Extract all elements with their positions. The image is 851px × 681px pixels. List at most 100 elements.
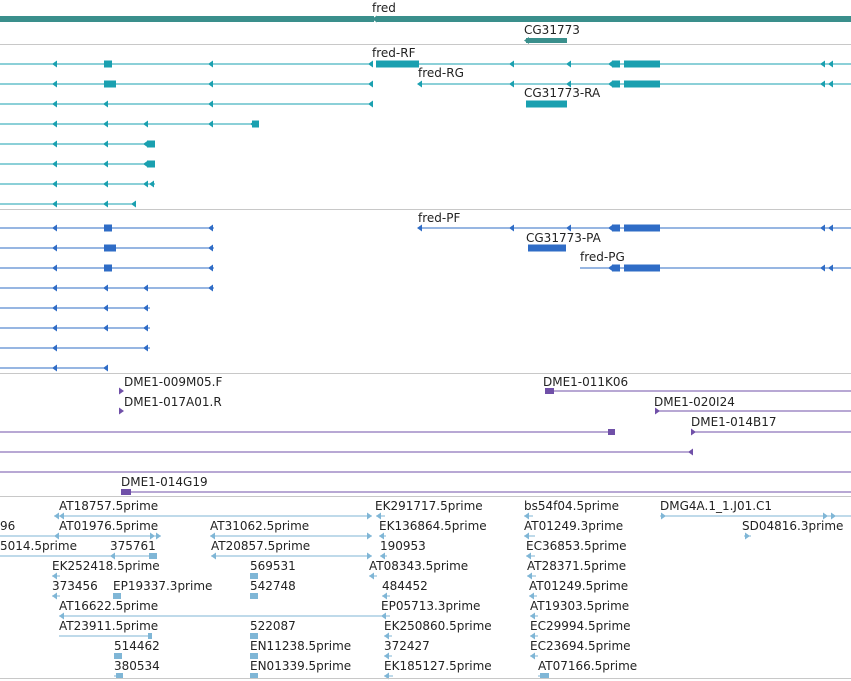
est-label[interactable]: AT19303.5prime [530, 599, 630, 613]
exon-arrow [52, 120, 57, 128]
est-label[interactable]: AT01249.5prime [529, 579, 629, 593]
exon-block [104, 80, 116, 88]
est-arrow [530, 632, 535, 640]
est-arrow [52, 572, 57, 580]
est-label[interactable]: AT31062.5prime [210, 519, 310, 533]
est-label[interactable]: 373456 [52, 579, 98, 593]
clone-label-dme1-017a01[interactable]: DME1-017A01.R [124, 395, 222, 409]
est-label[interactable]: 96 [0, 519, 16, 533]
exon-arrow [52, 284, 57, 292]
est-label[interactable]: 375761 [110, 539, 156, 553]
clone-label-dme1-009m05[interactable]: DME1-009M05.F [124, 375, 223, 389]
exon-arrow [509, 224, 514, 232]
protein-label-fred-pg[interactable]: fred-PG [580, 250, 625, 264]
clone-label-dme1-011k06[interactable]: DME1-011K06 [543, 375, 629, 389]
est-block [250, 633, 258, 639]
est-label[interactable]: 514462 [114, 639, 160, 653]
est-label[interactable]: AT16622.5prime [59, 599, 159, 613]
transcript-label-fred-rf[interactable]: fred-RF [372, 46, 416, 60]
est-label[interactable]: AT18757.5prime [59, 499, 159, 513]
gene-bar-fred [377, 16, 851, 22]
est-label[interactable]: AT01976.5prime [59, 519, 159, 533]
est-arrow [210, 532, 215, 540]
exon-arrow [52, 324, 57, 332]
est-label[interactable]: EC29994.5prime [530, 619, 631, 633]
gene-arrow [372, 15, 377, 23]
est-label[interactable]: EK185127.5prime [384, 659, 492, 673]
est-label[interactable]: AT23911.5prime [59, 619, 159, 633]
clone-label-dme1-014b17[interactable]: DME1-014B17 [691, 415, 777, 429]
exon-arrow [143, 304, 148, 312]
exon-arrow [52, 80, 57, 88]
clone-block [545, 388, 554, 394]
est-label[interactable]: bs54f04.5prime [524, 499, 620, 513]
track-divider [0, 678, 851, 679]
est-label[interactable]: 484452 [382, 579, 428, 593]
est-label[interactable]: 372427 [384, 639, 430, 653]
transcript-label-cg31773-ra[interactable]: CG31773-RA [524, 86, 601, 100]
est-label[interactable]: EN11238.5prime [250, 639, 352, 653]
gene-label-fred[interactable]: fred [372, 1, 396, 15]
est-label[interactable]: DMG4A.1_1.J01.C1 [660, 499, 773, 513]
protein-label-cg31773-pa[interactable]: CG31773-PA [526, 231, 601, 245]
est-label[interactable]: EK291717.5prime [375, 499, 483, 513]
est-label[interactable]: 380534 [114, 659, 160, 673]
exon-arrow [103, 100, 108, 108]
est-label[interactable]: EN01339.5prime [250, 659, 352, 673]
est-block [540, 673, 549, 679]
est-arrow [384, 652, 389, 660]
est-block [250, 653, 258, 659]
est-arrow [211, 552, 216, 560]
clone-label-dme1-014g19[interactable]: DME1-014G19 [121, 475, 208, 489]
est-label[interactable]: AT28371.5prime [527, 559, 627, 573]
est-arrow [530, 612, 535, 620]
est-arrow [745, 532, 750, 540]
est-arrow [156, 532, 161, 540]
est-label[interactable]: EK252418.5prime [52, 559, 160, 573]
exon-arrow [828, 224, 833, 232]
exon-arrow [417, 80, 422, 88]
exon-arrow [143, 160, 148, 168]
est-label[interactable]: EK250860.5prime [384, 619, 492, 633]
est-label[interactable]: 190953 [380, 539, 426, 553]
est-label[interactable]: EC36853.5prime [526, 539, 627, 553]
clone-block [121, 489, 131, 495]
gene-arrow [524, 37, 529, 44]
clone-arrow [688, 448, 693, 456]
est-label[interactable]: 522087 [250, 619, 296, 633]
est-label[interactable]: AT07166.5prime [538, 659, 638, 673]
est-label[interactable]: AT01249.3prime [524, 519, 624, 533]
exon-arrow [143, 180, 148, 188]
est-label[interactable]: 569531 [250, 559, 296, 573]
est-label[interactable]: EP05713.3prime [381, 599, 481, 613]
exon-arrow [509, 80, 514, 88]
est-label[interactable]: AT20857.5prime [211, 539, 311, 553]
gene-label-cg31773[interactable]: CG31773 [524, 23, 580, 37]
clone-arrow [119, 387, 124, 395]
est-arrow [379, 532, 384, 540]
est-arrow [823, 512, 828, 520]
exon-arrow [103, 304, 108, 312]
est-label[interactable]: 542748 [250, 579, 296, 593]
exon-arrow [103, 140, 108, 148]
exon-arrow [103, 364, 108, 372]
est-label[interactable]: SD04816.3prime [742, 519, 844, 533]
protein-label-fred-pf[interactable]: fred-PF [418, 211, 461, 225]
est-block [116, 673, 123, 679]
est-arrow [380, 552, 385, 560]
clone-label-dme1-020i24[interactable]: DME1-020I24 [654, 395, 735, 409]
est-label[interactable]: EK136864.5prime [379, 519, 487, 533]
exon-arrow [208, 60, 213, 68]
transcript-label-fred-rg[interactable]: fred-RG [418, 66, 464, 80]
exon-arrow [52, 100, 57, 108]
est-label[interactable]: 5014.5prime [0, 539, 77, 553]
est-label[interactable]: AT08343.5prime [369, 559, 469, 573]
est-arrow [367, 512, 372, 520]
exon-arrow [52, 224, 57, 232]
est-label[interactable]: EC23694.5prime [530, 639, 631, 653]
est-label[interactable]: EP19337.3prime [113, 579, 213, 593]
exon-arrow [368, 60, 373, 68]
exon-block [612, 80, 620, 88]
exon-arrow [828, 80, 833, 88]
clone-arrow [655, 407, 660, 415]
